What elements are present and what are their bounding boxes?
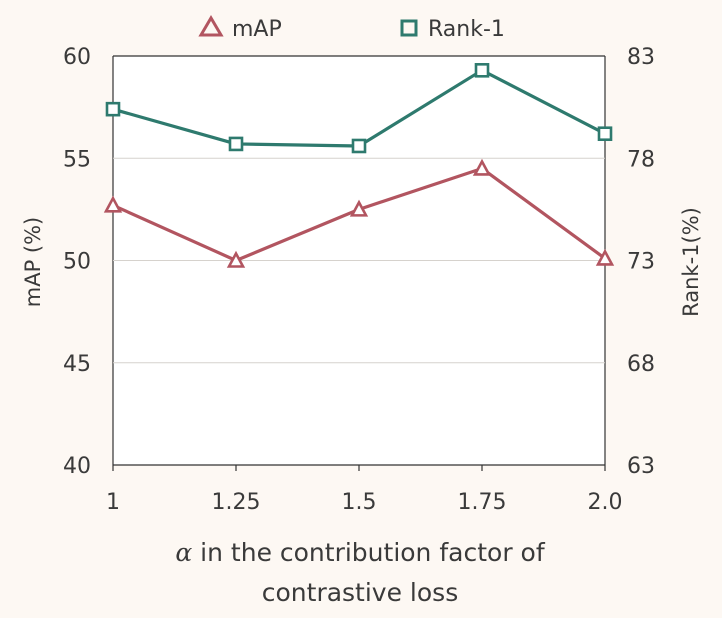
- data-point-rank1: [105, 101, 121, 117]
- data-point-map: [472, 158, 492, 176]
- data-point-map: [103, 195, 123, 213]
- y-tick-label-right: 73: [627, 250, 655, 275]
- legend-label-rank1: Rank-1: [428, 17, 505, 42]
- y-tick-label-left: 60: [63, 45, 91, 70]
- x-axis-title-line1: α in the contribution factor of: [175, 538, 545, 567]
- data-point-rank1: [597, 126, 613, 142]
- legend-marker-rank1: [400, 19, 418, 37]
- y-tick-label-right: 68: [627, 352, 655, 377]
- legend-marker-map: [198, 15, 224, 37]
- gridlines: [113, 157, 605, 364]
- y-tick-label-left: 50: [63, 250, 91, 275]
- data-point-map: [349, 199, 369, 217]
- legend-item-map: mAP: [198, 15, 282, 42]
- legend-item-rank1: Rank-1: [400, 17, 505, 42]
- data-point-rank1: [474, 63, 490, 78]
- x-tick-label: 1.5: [342, 490, 377, 515]
- y-tick-label-right: 83: [627, 45, 655, 70]
- legend-label-map: mAP: [232, 17, 282, 42]
- data-point-rank1: [351, 138, 367, 154]
- data-point-map: [226, 250, 246, 268]
- x-tick-label: 1.25: [212, 490, 261, 515]
- y-axis-right-title: Rank-1(%): [679, 207, 703, 317]
- x-tick-label: 2.0: [588, 490, 623, 515]
- y-tick-label-left: 45: [63, 352, 91, 377]
- x-axis-title-line2: contrastive loss: [262, 578, 458, 607]
- left-axis-ticks: 40 45 50 55 60: [63, 45, 91, 479]
- legend: mAP Rank-1: [198, 15, 505, 42]
- x-axis-symbol-alpha: α: [175, 538, 192, 567]
- y-tick-label-right: 78: [627, 147, 655, 172]
- x-axis-ticks: 1 1.25 1.5 1.75 2.0: [106, 465, 623, 515]
- data-series: [103, 63, 615, 268]
- y-tick-label-right: 63: [627, 454, 655, 479]
- x-tick-label: 1: [106, 490, 120, 515]
- y-axis-left-title: mAP (%): [21, 217, 45, 308]
- x-tick-label: 1.75: [458, 490, 507, 515]
- data-point-rank1: [228, 136, 244, 152]
- right-axis-ticks: 63 68 73 78 83: [627, 45, 655, 479]
- y-tick-label-left: 55: [63, 147, 91, 172]
- y-tick-label-left: 40: [63, 454, 91, 479]
- data-point-map: [595, 248, 615, 266]
